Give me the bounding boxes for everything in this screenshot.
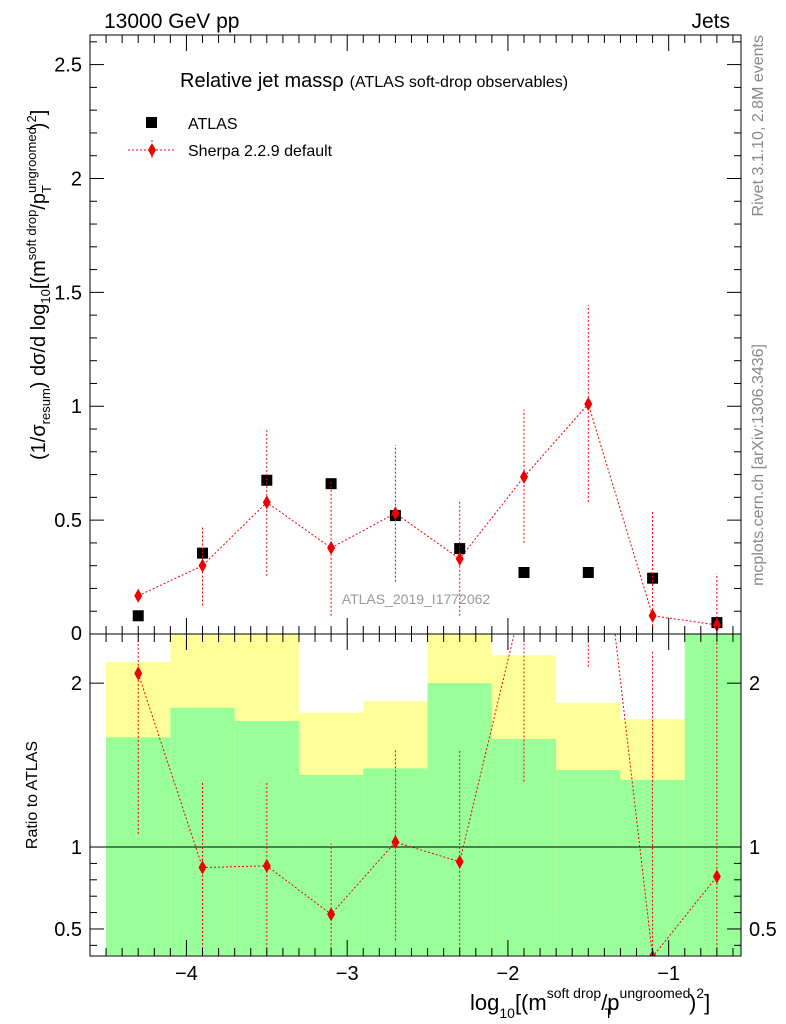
legend-mc-marker	[148, 143, 156, 157]
ratio-mc-point	[327, 907, 336, 922]
analysis-watermark: ATLAS_2019_I1772062	[342, 591, 491, 607]
xtick-label: −2	[497, 963, 520, 985]
y-axis-label-main: (1/σresum) dσ/d log10[(msoft drop/pungro…	[24, 110, 54, 460]
ratio-mc-point	[391, 835, 400, 850]
main-mc-point	[520, 469, 528, 484]
rivet-label: Rivet 3.1.10, 2.8M events	[750, 35, 767, 216]
main-ytick-label-zero: 0	[71, 623, 82, 645]
y-axis-label-ratio: Ratio to ATLAS	[24, 741, 41, 849]
band-inner	[298, 774, 364, 956]
xlabel-c: [(m	[515, 990, 547, 1015]
band-inner	[106, 737, 171, 956]
xtick-label: −4	[175, 963, 198, 985]
main-ytick-label: 0.5	[54, 510, 82, 532]
ylabel-h: ungroomed	[24, 127, 39, 193]
xtick-label: −3	[336, 963, 359, 985]
legend-data-label: ATLAS	[188, 116, 238, 133]
mcplots-label: mcplots.cern.ch [arXiv:1306.3436]	[750, 344, 767, 586]
xlabel-h: )	[689, 990, 696, 1015]
ylabel-g: /p	[28, 193, 50, 210]
ratio-ytick-label-left: 1	[71, 837, 82, 859]
band-inner	[684, 634, 741, 956]
ylabel-c: ) dσ/d log	[28, 304, 50, 389]
tick-labels: 0.5 1 1.5 2 2.5 0 0.5 0.5 1 1 2 2 −4 −3 −2 −1	[54, 55, 777, 985]
xlabel-b: 10	[499, 1005, 515, 1021]
title-sub: (ATLAS soft-drop observables)	[350, 74, 568, 91]
ratio-mc-point	[262, 858, 271, 873]
main-mc-point	[134, 588, 143, 603]
xlabel-j: ]	[704, 990, 710, 1015]
main-ytick-label: 1.5	[54, 282, 82, 304]
data-point	[132, 610, 144, 622]
legend-data-marker	[146, 117, 157, 128]
ylabel-d: 10	[38, 289, 53, 303]
main-mc-point	[262, 495, 271, 510]
ratio-mc-point	[198, 860, 207, 875]
data-point	[582, 567, 594, 579]
ylabel-f: soft drop	[24, 210, 39, 261]
xtick-label: −1	[657, 963, 680, 985]
ratio-bands	[106, 634, 741, 956]
legend: ATLAS Sherpa 2.2.9 default	[128, 116, 333, 160]
x-axis-label: log10[(msoft drop/pungroomed T)2]	[470, 985, 710, 1021]
ratio-mc-point	[455, 854, 464, 869]
main-mc-point	[584, 396, 593, 411]
chart-title: Relative jet massρ (ATLAS soft-drop obser…	[180, 70, 568, 92]
main-mc-point	[327, 540, 336, 555]
ratio-ytick-label-left: 0.5	[54, 919, 82, 941]
xlabel-a: log	[470, 990, 499, 1015]
ratio-plot-area	[90, 586, 741, 956]
data-point	[518, 567, 530, 579]
xlabel-f: ungroomed	[620, 985, 691, 1001]
ratio-mc-line	[137, 634, 718, 956]
data-point	[454, 543, 466, 555]
main-ytick-label: 1	[71, 396, 82, 418]
main-mc-line	[138, 402, 717, 626]
xlabel-e: /p	[601, 990, 619, 1015]
header-energy: 13000 GeV pp	[104, 10, 239, 33]
ylabel-b: resum	[38, 388, 53, 424]
xlabel-d: soft drop	[547, 985, 602, 1001]
xlabel-g: T	[604, 1005, 613, 1021]
ylabel-e: [(m	[28, 260, 50, 289]
ratio-frame	[89, 633, 742, 957]
title-main: Relative jet massρ	[180, 70, 344, 92]
ratio-ytick-label-right: 0.5	[749, 919, 777, 941]
ylabel-l: ]	[28, 110, 50, 116]
legend-mc-label: Sherpa 2.2.9 default	[188, 143, 333, 160]
data-point	[647, 572, 659, 584]
ratio-mc-point	[520, 586, 528, 600]
data-point	[261, 474, 273, 486]
band-inner	[556, 770, 621, 956]
main-mc-point	[712, 617, 721, 632]
ylabel-j: )	[28, 123, 50, 130]
header-jets: Jets	[691, 10, 730, 33]
ylabel-k: 2	[24, 115, 39, 122]
ratio-ytick-label-right: 1	[749, 837, 760, 859]
main-mc-point	[455, 551, 464, 566]
ratio-ytick-label-right: 2	[749, 673, 760, 695]
main-ytick-label: 2	[71, 168, 82, 190]
main-mc-point	[391, 506, 400, 521]
ylabel-a: (1/σ	[28, 424, 50, 460]
main-mc-point	[648, 608, 657, 623]
main-mc-point	[198, 558, 207, 573]
ratio-mc-point	[712, 869, 721, 884]
main-ytick-label: 2.5	[54, 55, 82, 77]
xlabel-i: 2	[696, 985, 704, 1001]
ratio-ytick-label-left: 2	[71, 673, 82, 695]
ylabel-i: T	[39, 185, 54, 193]
axis-ticks	[89, 35, 741, 956]
ratio-mc-point	[134, 666, 143, 681]
main-plot-area	[132, 304, 723, 634]
